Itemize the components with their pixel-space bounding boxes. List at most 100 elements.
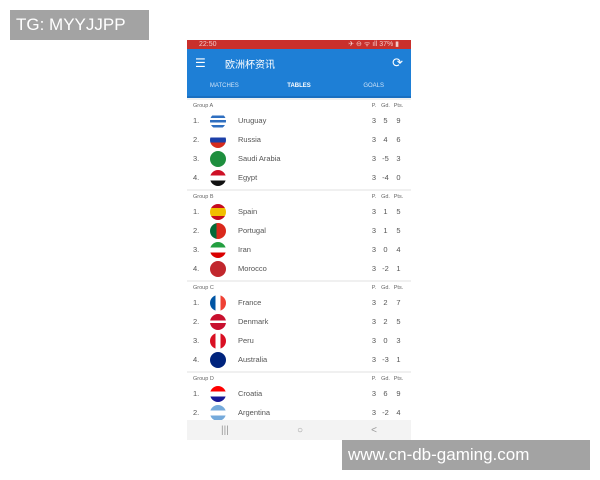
points: 5 xyxy=(396,317,401,326)
goal-diff: 5 xyxy=(383,116,388,125)
team-name: Iran xyxy=(238,245,251,254)
team-row[interactable]: 2. Russia 3 4 6 xyxy=(187,130,411,149)
points: 6 xyxy=(396,135,401,144)
watermark-top-left: TG: MYYJJPP xyxy=(10,10,149,40)
group-name: Group C xyxy=(193,285,214,291)
back-button[interactable]: < xyxy=(371,424,377,436)
tab-matches[interactable]: MATCHES xyxy=(209,83,239,89)
group-header: Group B P. Gd. Pts. xyxy=(187,192,411,202)
col-p: P. xyxy=(371,285,377,291)
col-gd: Gd. xyxy=(381,376,390,382)
group-name: Group D xyxy=(193,376,214,382)
home-button[interactable]: ○ xyxy=(296,424,303,436)
team-name: Denmark xyxy=(238,317,269,326)
goal-diff: 2 xyxy=(383,317,388,326)
team-name: Egypt xyxy=(238,173,258,182)
team-position: 4. xyxy=(193,173,200,182)
group-card: Group A P. Gd. Pts. 1. Uruguay 3 5 9 2. … xyxy=(187,100,411,189)
app-title: 欧洲杯资讯 xyxy=(225,59,275,71)
goal-diff: 0 xyxy=(383,245,388,254)
team-row[interactable]: 1. Spain 3 1 5 xyxy=(187,202,411,221)
standings-list: Group A P. Gd. Pts. 1. Uruguay 3 5 9 2. … xyxy=(187,100,411,424)
played: 3 xyxy=(371,245,377,254)
flag-icon xyxy=(210,332,226,349)
flag-icon xyxy=(210,131,226,148)
team-row[interactable]: 3. Peru 3 0 3 xyxy=(187,331,411,350)
points: 7 xyxy=(396,298,401,307)
flag-icon xyxy=(210,112,226,129)
team-position: 1. xyxy=(193,298,200,307)
team-name: Russia xyxy=(238,135,261,144)
team-row[interactable]: 4. Morocco 3 -2 1 xyxy=(187,259,411,278)
goal-diff: 2 xyxy=(383,298,388,307)
team-name: Portugal xyxy=(238,226,266,235)
points: 3 xyxy=(396,336,401,345)
team-row[interactable]: 1. Uruguay 3 5 9 xyxy=(187,111,411,130)
group-card: Group B P. Gd. Pts. 1. Spain 3 1 5 2. Po… xyxy=(187,191,411,280)
played: 3 xyxy=(371,389,377,398)
team-row[interactable]: 1. France 3 2 7 xyxy=(187,293,411,312)
team-position: 1. xyxy=(193,207,200,216)
watermark-bottom-right: www.cn-db-gaming.com xyxy=(342,440,590,470)
flag-icon xyxy=(210,313,226,330)
played: 3 xyxy=(371,135,377,144)
hamburger-icon[interactable]: ☰ xyxy=(195,56,206,70)
team-position: 3. xyxy=(193,336,200,345)
team-row[interactable]: 2. Argentina 3 -2 4 xyxy=(187,403,411,422)
group-card: Group C P. Gd. Pts. 1. France 3 2 7 2. D… xyxy=(187,282,411,371)
col-pts: Pts. xyxy=(393,103,404,109)
team-position: 2. xyxy=(193,317,200,326)
points: 0 xyxy=(396,173,401,182)
refresh-icon[interactable]: ⟳ xyxy=(392,55,403,70)
flag-icon xyxy=(210,150,226,167)
goal-diff: -3 xyxy=(382,355,389,364)
team-position: 2. xyxy=(193,408,200,417)
team-name: Uruguay xyxy=(238,116,267,125)
team-row[interactable]: 4. Egypt 3 -4 0 xyxy=(187,168,411,187)
tab-tables[interactable]: TABLES xyxy=(287,83,311,89)
team-row[interactable]: 3. Saudi Arabia 3 -5 3 xyxy=(187,149,411,168)
flag-icon xyxy=(210,385,226,402)
team-position: 3. xyxy=(193,154,200,163)
goal-diff: 6 xyxy=(383,389,388,398)
tab-bar: MATCHES TABLES GOALS xyxy=(187,77,411,98)
col-gd: Gd. xyxy=(381,103,390,109)
points: 3 xyxy=(396,154,401,163)
points: 9 xyxy=(396,389,401,398)
system-nav-bar: ||| ○ < xyxy=(187,420,411,440)
points: 5 xyxy=(396,207,401,216)
played: 3 xyxy=(371,207,377,216)
team-row[interactable]: 3. Iran 3 0 4 xyxy=(187,240,411,259)
team-position: 1. xyxy=(193,116,200,125)
group-name: Group B xyxy=(193,194,214,200)
played: 3 xyxy=(371,226,377,235)
team-row[interactable]: 2. Denmark 3 2 5 xyxy=(187,312,411,331)
goal-diff: 1 xyxy=(383,226,388,235)
col-gd: Gd. xyxy=(381,285,390,291)
col-p: P. xyxy=(371,376,377,382)
goal-diff: -5 xyxy=(382,154,389,163)
played: 3 xyxy=(371,173,377,182)
team-position: 3. xyxy=(193,245,200,254)
team-row[interactable]: 4. Australia 3 -3 1 xyxy=(187,350,411,369)
flag-icon xyxy=(210,241,226,258)
team-row[interactable]: 2. Portugal 3 1 5 xyxy=(187,221,411,240)
team-row[interactable]: 1. Croatia 3 6 9 xyxy=(187,384,411,403)
team-position: 4. xyxy=(193,355,200,364)
played: 3 xyxy=(371,154,377,163)
played: 3 xyxy=(371,116,377,125)
col-gd: Gd. xyxy=(381,194,390,200)
tab-goals[interactable]: GOALS xyxy=(363,83,385,89)
col-pts: Pts. xyxy=(393,285,404,291)
points: 4 xyxy=(396,408,401,417)
goal-diff: -4 xyxy=(382,173,389,182)
flag-icon xyxy=(210,351,226,368)
played: 3 xyxy=(371,317,377,326)
team-position: 2. xyxy=(193,226,200,235)
points: 1 xyxy=(396,355,401,364)
points: 9 xyxy=(396,116,401,125)
flag-icon xyxy=(210,404,226,421)
recent-apps-button[interactable]: ||| xyxy=(221,424,229,436)
goal-diff: 0 xyxy=(383,336,388,345)
group-header: Group C P. Gd. Pts. xyxy=(187,283,411,293)
